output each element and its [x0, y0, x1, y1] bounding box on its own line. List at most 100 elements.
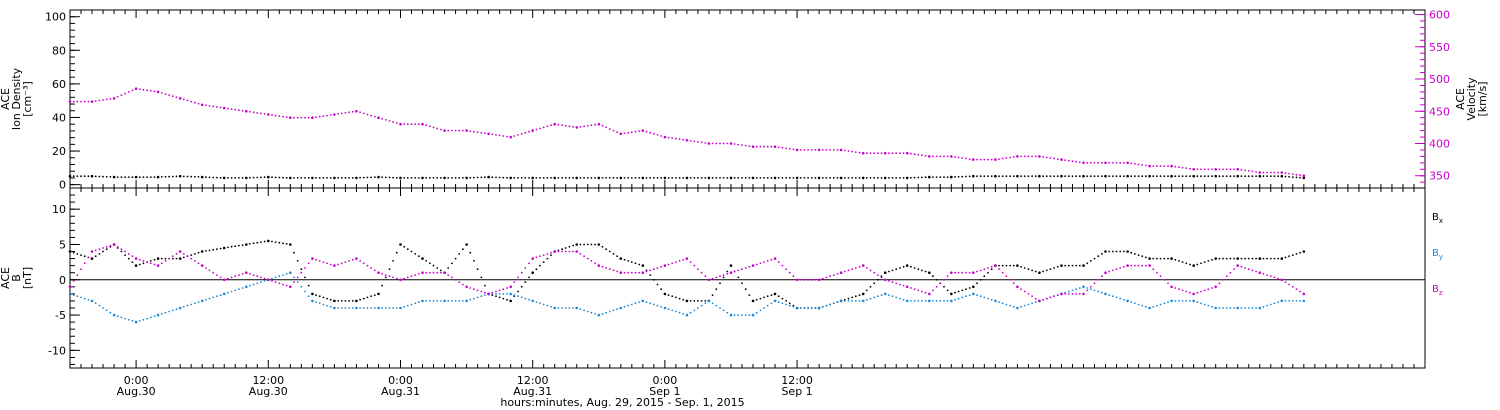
series-1-sample [417, 123, 420, 126]
series-1-sample [1097, 290, 1100, 293]
series-1-sample [212, 296, 215, 299]
series-0-sample [238, 244, 240, 247]
series-1-sample [322, 115, 325, 117]
series-2-sample [568, 250, 571, 253]
series-1-sample [895, 152, 898, 155]
series-0-sample [480, 176, 483, 179]
series-1-sample [564, 307, 567, 309]
y-tick-label: 80 [52, 44, 66, 57]
series-2-sample [1023, 290, 1026, 293]
x-tick-label-time: 0:00 [388, 374, 413, 387]
series-1-sample [1207, 304, 1210, 307]
series-0-sample [131, 176, 134, 179]
series-1-sample [965, 295, 967, 298]
series-1-sample [821, 149, 824, 151]
series-1-sample [473, 130, 475, 133]
series-1-sample [83, 297, 86, 300]
series-2-point [839, 271, 843, 275]
series-0-sample [1251, 257, 1254, 260]
series-0-point [156, 257, 160, 260]
series-0-sample [1266, 175, 1268, 178]
series-0-sample [417, 177, 420, 179]
series-0-sample [72, 251, 75, 254]
series-1-point [817, 306, 821, 310]
x-tick-label-date: Sep 1 [781, 385, 812, 398]
series-0-sample [1229, 257, 1232, 260]
series-0-sample [260, 241, 262, 244]
series-1-sample [1089, 288, 1092, 291]
series-2-sample [76, 274, 79, 276]
series-0-sample [1141, 255, 1144, 258]
series-0-sample [895, 268, 898, 271]
series-0-point [156, 175, 160, 179]
series-0-sample [788, 302, 791, 305]
series-1-sample [726, 311, 729, 314]
series-0-point [399, 176, 402, 180]
series-1-sample [1233, 307, 1235, 309]
y-tick-label: 60 [52, 78, 66, 91]
series-1-point [531, 299, 534, 303]
series-2-sample [429, 271, 431, 274]
series-1-point [950, 299, 953, 303]
series-1-point [134, 87, 138, 90]
series-0-sample [296, 260, 299, 262]
series-1-sample [124, 92, 126, 95]
series-1-sample [1269, 171, 1272, 174]
series-1-sample [1042, 156, 1044, 158]
series-0-sample [432, 264, 435, 267]
series-2-sample [748, 265, 751, 268]
series-0-sample [373, 294, 376, 296]
series-2-sample [524, 267, 527, 269]
series-0-point [443, 176, 446, 180]
series-1-point [355, 110, 358, 113]
series-1-sample [785, 147, 787, 150]
series-1-sample [326, 304, 328, 307]
series-1-sample [149, 89, 152, 92]
series-2-sample [638, 271, 641, 274]
series-0-sample [175, 175, 178, 178]
series-2-point [972, 271, 975, 275]
series-0-sample [344, 300, 347, 302]
series-0-sample [645, 177, 648, 179]
series-0-sample [318, 295, 321, 298]
series-1-sample [851, 150, 854, 153]
series-0-point [200, 250, 204, 253]
series-1-sample [1211, 305, 1213, 308]
series-0-sample [300, 268, 303, 271]
series-2-sample [546, 253, 549, 255]
series-1-sample [983, 158, 986, 161]
series-0-sample [1049, 268, 1052, 271]
series-0-sample [810, 177, 813, 179]
series-1-sample [1207, 168, 1210, 171]
series-1-sample [502, 293, 505, 295]
series-2-sample [1251, 269, 1254, 272]
series-0-sample [337, 300, 339, 302]
series-1-sample [1031, 155, 1033, 158]
series-0-sample [877, 278, 879, 281]
series-2-sample [1089, 285, 1092, 288]
series-2-sample [987, 267, 989, 269]
series-0-sample [219, 247, 222, 250]
series-0-sample [979, 278, 982, 281]
y2-tick-label: 600 [1429, 9, 1450, 22]
series-2-point [773, 257, 777, 260]
series-1-point [773, 299, 777, 303]
series-0-sample [998, 264, 1000, 267]
series-0-sample [440, 177, 442, 179]
series-by [68, 271, 1306, 324]
series-2-sample [366, 264, 369, 267]
series-1-sample [998, 301, 1000, 303]
series-0-sample [300, 177, 303, 179]
series-0-sample [675, 177, 677, 179]
series-2-sample [983, 268, 986, 271]
series-1-sample [1141, 164, 1144, 166]
series-1-point [1258, 171, 1262, 174]
series-0-point [1280, 257, 1284, 260]
series-0-sample [623, 177, 626, 179]
series-0-sample [682, 177, 685, 179]
series-1-sample [979, 295, 982, 298]
series-2-sample [116, 245, 119, 248]
series-1-sample [395, 122, 398, 124]
series-2-sample [957, 271, 960, 274]
series-1-point [597, 313, 601, 317]
